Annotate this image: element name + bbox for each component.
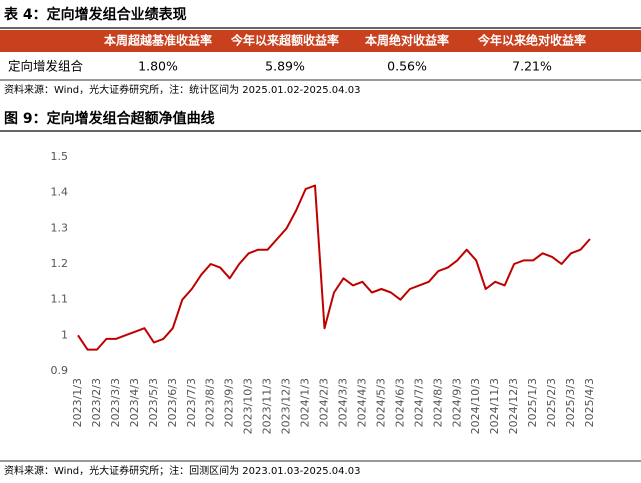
x-tick-label: 2023/1/3 bbox=[71, 378, 84, 427]
cell: 0.56% bbox=[387, 59, 427, 74]
plot: 0.9 1 1.1 1.2 1.3 1.4 1.5 2023/1/3 2023/2/3 2023/… bbox=[51, 150, 597, 434]
x-tick-label: 2023/12/3 bbox=[280, 378, 293, 434]
x-tick-label: 2023/3/3 bbox=[109, 378, 122, 427]
header-cell: 今年以来绝对收益率 bbox=[477, 33, 586, 48]
x-tick-label: 2023/2/3 bbox=[90, 378, 103, 427]
x-tick-label: 2025/2/3 bbox=[545, 378, 558, 427]
x-tick-label: 2024/7/3 bbox=[412, 378, 425, 427]
header-cell: 今年以来超额收益率 bbox=[230, 33, 339, 48]
x-tick-label: 2023/6/3 bbox=[166, 378, 179, 427]
header-cell: 本周超越基准收益率 bbox=[104, 33, 212, 48]
chart-title: 图 9：定向增发组合超额净值曲线 bbox=[4, 110, 215, 127]
x-tick-label: 2023/8/3 bbox=[204, 378, 217, 427]
x-tick-label: 2023/10/3 bbox=[242, 378, 255, 434]
header-row bbox=[0, 30, 641, 52]
y-tick-label: 1 bbox=[61, 328, 68, 341]
x-tick-label: 2024/9/3 bbox=[450, 378, 463, 427]
x-tick-label: 2025/4/3 bbox=[583, 378, 596, 427]
y-tick-label: 1.4 bbox=[51, 186, 69, 199]
x-tick-label: 2023/5/3 bbox=[147, 378, 160, 427]
x-tick-label: 2024/5/3 bbox=[374, 378, 387, 427]
x-tick-label: 2024/1/3 bbox=[299, 378, 312, 427]
x-tick-label: 2024/4/3 bbox=[355, 378, 368, 427]
x-tick-label: 2025/3/3 bbox=[564, 378, 577, 427]
x-tick-label: 2024/2/3 bbox=[318, 378, 331, 427]
x-tick-label: 2023/4/3 bbox=[128, 378, 141, 427]
y-tick-label: 0.9 bbox=[51, 364, 69, 377]
x-tick-label: 2024/12/3 bbox=[507, 378, 520, 434]
x-tick-label: 2023/11/3 bbox=[261, 378, 274, 434]
y-tick-label: 1.1 bbox=[51, 293, 69, 306]
cell: 7.21% bbox=[512, 59, 552, 74]
x-tick-label: 2025/1/3 bbox=[526, 378, 539, 427]
y-tick-label: 1.5 bbox=[51, 150, 69, 163]
chart-source: 资料来源：Wind，光大证券研究所；注：回测区间为 2023.01.03-202… bbox=[4, 464, 360, 477]
x-tick-label: 2024/11/3 bbox=[488, 378, 501, 434]
y-tick-label: 1.3 bbox=[51, 221, 69, 234]
cell: 1.80% bbox=[138, 59, 178, 74]
x-tick-label: 2024/8/3 bbox=[431, 378, 444, 427]
x-tick-label: 2023/9/3 bbox=[223, 378, 236, 427]
header-cell: 本周绝对收益率 bbox=[365, 33, 449, 48]
x-tick-label: 2024/6/3 bbox=[393, 378, 406, 427]
y-tick-label: 1.2 bbox=[51, 257, 69, 270]
line bbox=[77, 184, 591, 351]
row-label: 定向增发组合 bbox=[8, 59, 84, 74]
x-tick-label: 2024/3/3 bbox=[336, 378, 349, 427]
x-tick-label: 2024/10/3 bbox=[469, 378, 482, 434]
table-title: 表 4：定向增发组合业绩表现 bbox=[3, 6, 187, 23]
x-tick-label: 2023/7/3 bbox=[185, 378, 198, 427]
table-source: 资料来源：Wind，光大证券研究所，注：统计区间为 2025.01.02-202… bbox=[4, 83, 360, 96]
cell: 5.89% bbox=[265, 59, 305, 74]
